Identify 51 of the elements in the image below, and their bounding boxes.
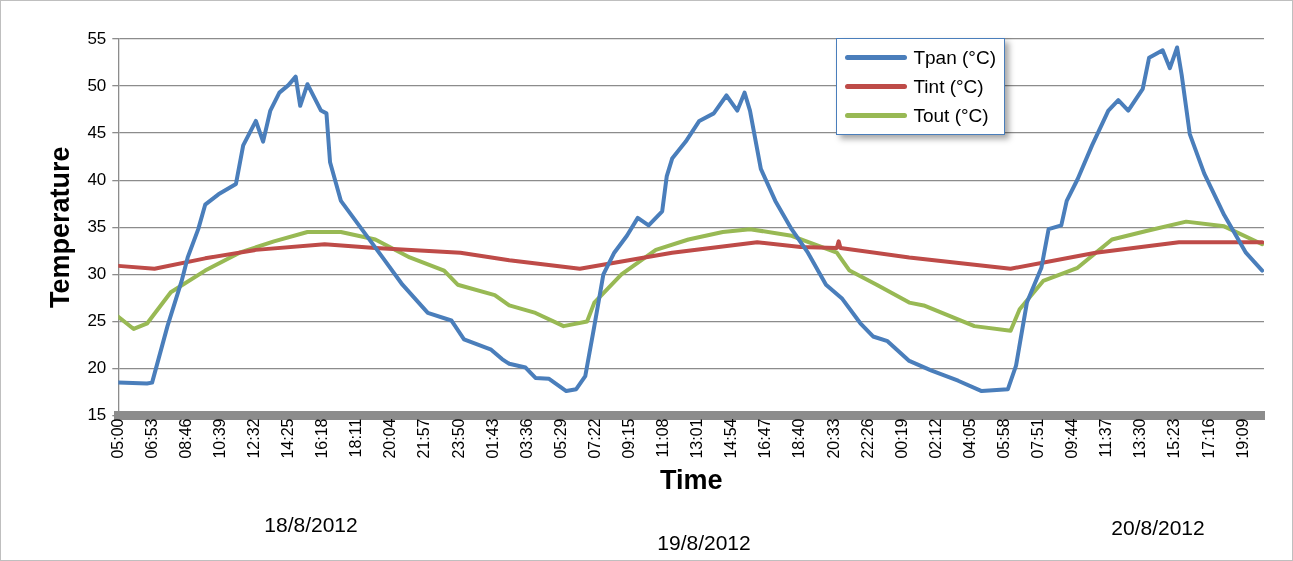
x-tick-label: 05:00 (108, 418, 126, 459)
x-tick-label: 20:33 (824, 418, 842, 459)
text: 20/8/2012 (1111, 516, 1205, 540)
x-tick-label: 14:54 (722, 418, 740, 459)
legend-label: Tpan (°C) (913, 46, 996, 69)
x-tick-label: 19:09 (1233, 418, 1251, 459)
x-tick-label: 04:05 (960, 418, 978, 459)
x-tick-label: 23:50 (449, 418, 467, 459)
x-tick-label: 07:51 (1029, 418, 1047, 459)
x-tick-label: 13:30 (1131, 418, 1149, 459)
x-tick-label: 11:08 (654, 418, 672, 458)
y-tick-label: 45 (87, 122, 107, 142)
text: 18/8/2012 (264, 513, 358, 537)
y-tick-label: 55 (87, 28, 107, 48)
y-tick-label: 50 (87, 75, 107, 95)
x-tick-label: 12:32 (245, 418, 263, 459)
y-tick-label: 30 (87, 264, 107, 284)
text: 19/8/2012 (657, 531, 751, 555)
x-tick-label: 01:43 (483, 418, 501, 459)
y-tick-label: 25 (87, 311, 107, 331)
x-tick-label: 20:04 (381, 418, 399, 459)
x-tick-label: 09:44 (1063, 418, 1081, 459)
x-tick-label: 02:12 (926, 418, 944, 459)
x-tick-label: 22:26 (858, 418, 876, 459)
x-tick-label: 16:18 (313, 418, 331, 459)
x-tick-label: 17:16 (1199, 418, 1217, 459)
x-tick-label: 11:37 (1097, 418, 1115, 458)
x-axis-title: Time (659, 465, 723, 496)
y-tick-label: 35 (87, 216, 107, 236)
y-tick-label: 15 (87, 405, 107, 425)
x-tick-label: 03:36 (517, 418, 535, 459)
x-tick-label: 14:25 (279, 418, 297, 459)
x-tick-label: 07:22 (585, 418, 603, 459)
y-tick-label: 20 (87, 358, 107, 378)
x-tick-label: 09:15 (620, 418, 638, 459)
legend-label: Tout (°C) (913, 104, 989, 127)
y-tick-label: 40 (87, 169, 107, 189)
x-tick-label: 00:19 (892, 418, 910, 459)
x-tick-label: 18:40 (790, 418, 808, 459)
x-tick-label: 13:01 (688, 418, 706, 459)
legend-label: Tint (°C) (913, 75, 984, 98)
x-tick-label: 10:39 (210, 418, 228, 459)
x-tick-label: 06:53 (142, 418, 160, 459)
x-tick-label: 18:11 (347, 418, 365, 458)
x-tick-label: 05:29 (551, 418, 569, 459)
x-tick-label: 21:57 (415, 418, 433, 459)
x-tick-label: 08:46 (176, 418, 194, 459)
x-tick-label: 05:58 (994, 418, 1012, 459)
x-tick-label: 15:23 (1165, 418, 1183, 459)
x-tick-label: 16:47 (756, 418, 774, 459)
y-axis-title: Temperature (44, 146, 75, 309)
